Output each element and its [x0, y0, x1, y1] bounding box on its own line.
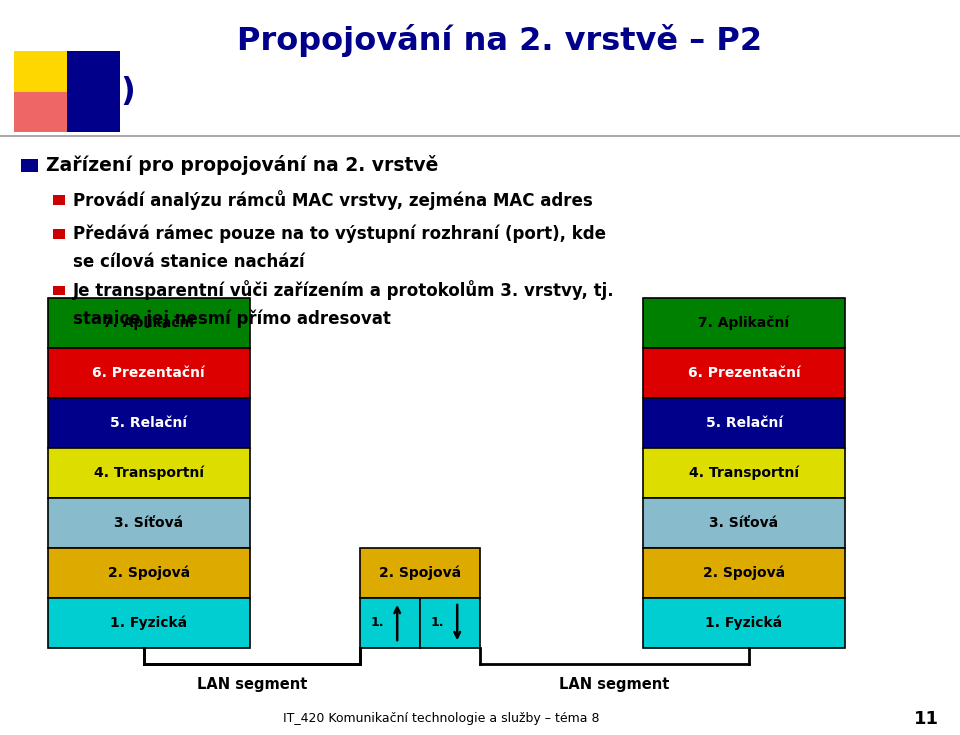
Text: 2. Spojová: 2. Spojová — [379, 565, 461, 580]
Text: 1.: 1. — [371, 616, 384, 629]
Text: 5. Relační: 5. Relační — [110, 415, 187, 430]
Text: 6. Prezentační: 6. Prezentační — [687, 365, 801, 380]
Bar — [360, 548, 480, 598]
Text: 1.: 1. — [431, 616, 444, 629]
Bar — [67, 51, 120, 132]
Bar — [48, 598, 250, 648]
Bar — [48, 348, 250, 398]
Bar — [48, 448, 250, 498]
Text: 4. Transportní: 4. Transportní — [689, 465, 799, 480]
Bar — [53, 195, 65, 205]
Text: 7. Aplikační: 7. Aplikační — [104, 315, 194, 330]
Bar — [360, 598, 420, 648]
Bar — [14, 92, 67, 132]
Bar — [643, 598, 845, 648]
Bar — [53, 229, 65, 238]
Text: 3. Síťová: 3. Síťová — [114, 515, 183, 530]
Bar — [420, 598, 480, 648]
Bar — [643, 398, 845, 448]
Text: 11: 11 — [914, 710, 939, 728]
Text: Zařízení pro propojování na 2. vrstvě: Zařízení pro propojování na 2. vrstvě — [46, 155, 439, 176]
Text: Je transparentní vůči zařízením a protokolům 3. vrstvy, tj.: Je transparentní vůči zařízením a protok… — [73, 280, 614, 301]
Text: Provádí analýzu rámců MAC vrstvy, zejména MAC adres: Provádí analýzu rámců MAC vrstvy, zejmén… — [73, 190, 592, 210]
Text: Předává rámec pouze na to výstupní rozhraní (port), kde: Předává rámec pouze na to výstupní rozhr… — [73, 224, 606, 243]
Text: stanice jej nesmí přímo adresovat: stanice jej nesmí přímo adresovat — [73, 309, 391, 328]
Bar — [643, 548, 845, 598]
Text: 5. Relační: 5. Relační — [706, 415, 782, 430]
Bar — [643, 298, 845, 348]
Bar — [21, 159, 38, 172]
Text: LAN segment: LAN segment — [560, 677, 669, 692]
Text: 2. Spojová: 2. Spojová — [703, 565, 785, 580]
Bar — [48, 548, 250, 598]
Bar — [643, 498, 845, 548]
Text: 4. Transportní: 4. Transportní — [94, 465, 204, 480]
Bar — [14, 51, 67, 92]
Bar — [53, 285, 65, 295]
Text: (1): (1) — [84, 76, 136, 107]
Bar — [643, 348, 845, 398]
Bar — [48, 498, 250, 548]
Text: se cílová stanice nachází: se cílová stanice nachází — [73, 253, 304, 270]
Text: 7. Aplikační: 7. Aplikační — [699, 315, 789, 330]
Text: IT_420 Komunikační technologie a služby – téma 8: IT_420 Komunikační technologie a služby … — [283, 712, 600, 725]
Text: 3. Síťová: 3. Síťová — [709, 515, 779, 530]
Bar — [48, 398, 250, 448]
Text: LAN segment: LAN segment — [197, 677, 307, 692]
Text: 1. Fyzická: 1. Fyzická — [706, 615, 782, 630]
Text: 1. Fyzická: 1. Fyzická — [110, 615, 187, 630]
Text: Propojování na 2. vrstvě – P2: Propojování na 2. vrstvě – P2 — [236, 24, 762, 57]
Text: 2. Spojová: 2. Spojová — [108, 565, 190, 580]
Bar — [643, 448, 845, 498]
Bar — [48, 298, 250, 348]
Text: 6. Prezentační: 6. Prezentační — [92, 365, 205, 380]
